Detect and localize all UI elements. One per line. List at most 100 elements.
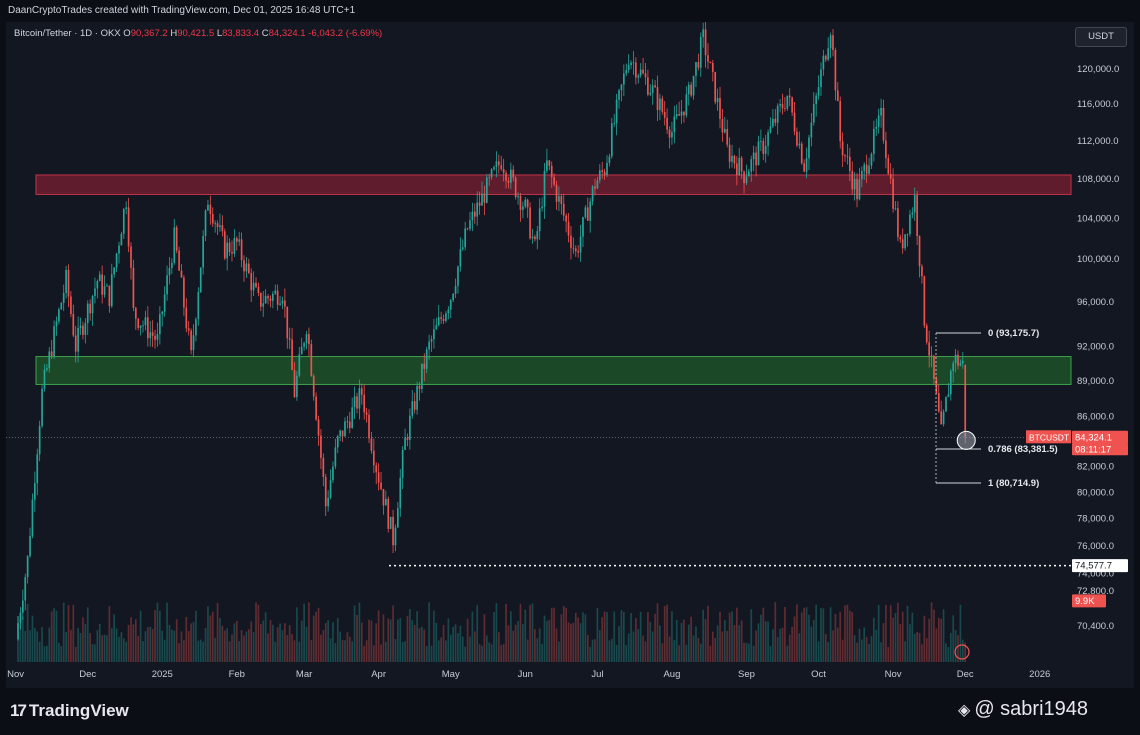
candle-body: [385, 498, 387, 506]
candle-body: [101, 274, 104, 295]
volume-bar: [779, 628, 781, 662]
low-label: L: [216, 28, 223, 39]
volume-bar: [546, 621, 548, 662]
volume-bar: [404, 641, 406, 662]
candle-body: [627, 65, 630, 71]
candle-body: [406, 437, 409, 440]
candle-body: [546, 160, 548, 171]
candle-body: [197, 292, 200, 320]
volume-bar: [786, 645, 789, 662]
volume-bar: [163, 639, 166, 662]
candle-body: [110, 274, 113, 307]
price-chart[interactable]: 0 (93,175.7) 0.786 (83,381.5) 1 (80,714.9)…: [6, 22, 1134, 688]
volume-bar: [74, 646, 77, 662]
candle-body: [223, 231, 226, 259]
volume-bar: [137, 636, 140, 662]
candle-body: [84, 323, 87, 335]
volume-bar: [365, 640, 368, 662]
currency-button[interactable]: USDT: [1075, 27, 1127, 47]
volume-bar: [363, 645, 366, 662]
candle-body: [957, 354, 959, 366]
x-tick-label: Aug: [663, 669, 680, 680]
candle-body: [125, 207, 128, 209]
volume-bar: [574, 612, 577, 662]
candle-body: [336, 436, 339, 448]
candle-body: [673, 116, 676, 133]
volume-bar: [738, 625, 741, 662]
candle-body: [947, 394, 950, 398]
volume-bar: [21, 616, 24, 662]
volume-bar: [824, 633, 827, 662]
candle-body: [836, 90, 839, 102]
candle-body: [678, 114, 680, 116]
candle-body: [690, 84, 692, 96]
candle-body: [733, 155, 736, 164]
volume-bar: [562, 606, 565, 662]
volume-bar: [685, 644, 688, 662]
candle-body: [113, 267, 116, 275]
candle-body: [582, 217, 584, 237]
axes: 70,400.0 72,800.0 74,000.0 76,000.0 78,000.0…: [7, 64, 1128, 680]
y-tick-label: 86,000.0: [1077, 412, 1114, 423]
binance-watermark: ◈ @ sabri1948: [958, 698, 1088, 721]
volume-bar: [108, 606, 111, 662]
volume-bar: [889, 605, 892, 662]
volume-bar: [161, 630, 164, 662]
volume-bar: [776, 637, 779, 662]
candle-body: [38, 425, 41, 455]
volume-bar: [452, 626, 454, 662]
candle-body: [387, 498, 390, 529]
candle-body: [86, 303, 89, 324]
footer-bar: [0, 688, 1140, 735]
volume-bar: [579, 623, 582, 662]
volume-bar: [483, 614, 486, 662]
volume-bar: [663, 605, 666, 662]
volume-bar: [339, 631, 342, 662]
volume-bar: [67, 605, 70, 662]
volume-bar: [235, 620, 238, 662]
candle-body: [930, 355, 933, 357]
candle-body: [769, 126, 772, 133]
volume-bar: [923, 615, 926, 662]
candle-body: [659, 98, 661, 111]
y-tick-label: 89,000.0: [1077, 376, 1114, 387]
candle-body: [613, 122, 616, 124]
candle-body: [538, 208, 541, 232]
tradingview-logo-text: TradingView: [28, 701, 129, 720]
candle-body: [29, 536, 31, 557]
candle-body: [928, 342, 931, 356]
volume-bar: [115, 628, 118, 662]
volume-bar: [454, 624, 457, 662]
volume-bar: [505, 603, 507, 662]
volume-bar: [620, 609, 623, 662]
candle-body: [548, 160, 551, 166]
candle-body: [118, 245, 120, 254]
candle-body: [497, 161, 500, 166]
candle-body: [851, 171, 854, 190]
volume-bar: [721, 631, 724, 662]
candle-body: [954, 354, 957, 364]
y-tick-label: 100,000.0: [1077, 254, 1119, 265]
volume-bar: [445, 640, 447, 662]
candle-body: [601, 170, 604, 172]
volume-bar: [733, 625, 736, 662]
volume-bar: [257, 604, 260, 662]
candle-body: [519, 195, 522, 210]
volume-bar: [954, 630, 957, 662]
candle-body: [370, 438, 373, 451]
volume-bar: [173, 630, 176, 662]
candle-body: [274, 290, 277, 294]
volume-bar: [308, 602, 310, 662]
candle-body: [959, 363, 962, 366]
candle-body: [817, 87, 820, 96]
candle-body: [697, 62, 700, 68]
candle-body: [704, 29, 707, 56]
candle-body: [841, 141, 844, 156]
volume-bar: [356, 615, 358, 662]
volume-bar: [43, 646, 46, 662]
volume-bar: [586, 634, 589, 662]
volume-bar: [269, 620, 272, 662]
candle-body: [786, 95, 789, 109]
volume-bar: [86, 607, 89, 662]
candle-body: [625, 70, 628, 74]
